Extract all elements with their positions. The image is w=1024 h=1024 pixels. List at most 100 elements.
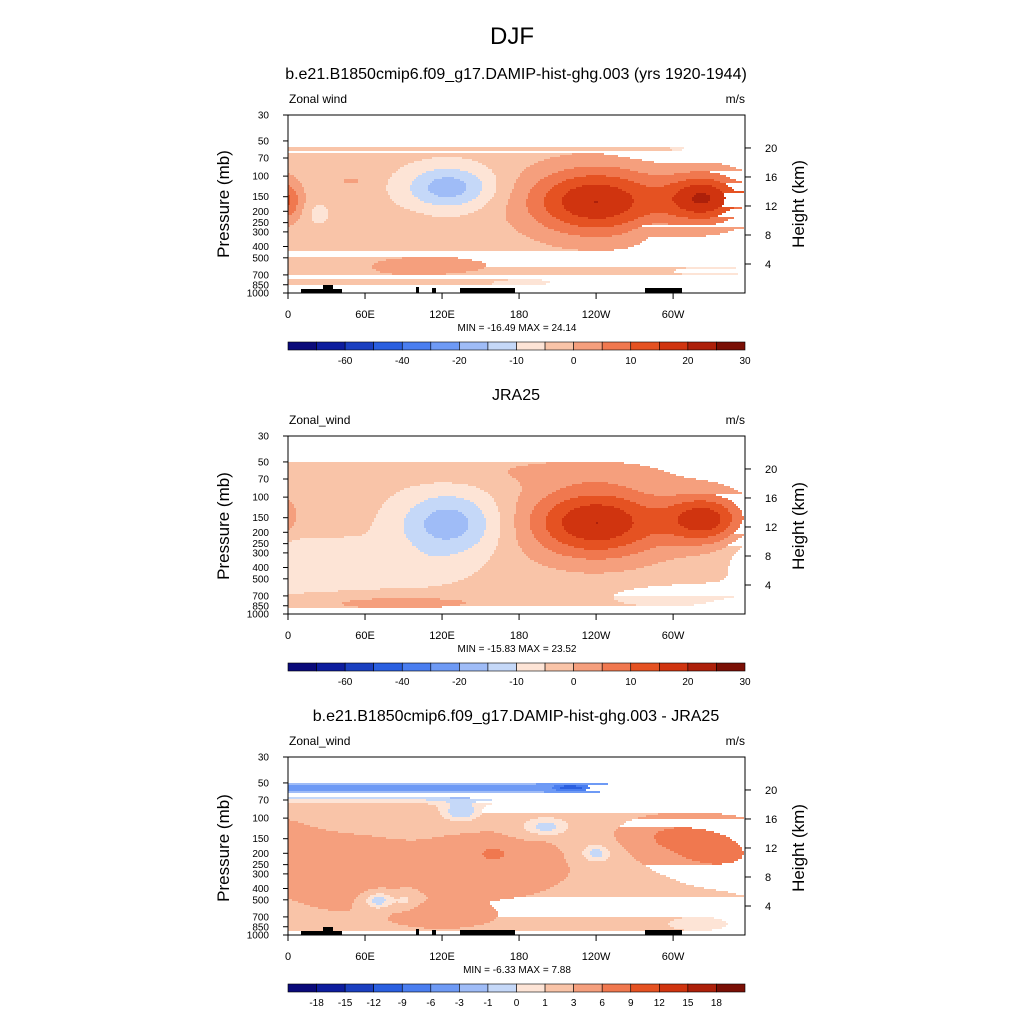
contour-cell: [490, 921, 670, 923]
contour-cell: [512, 189, 530, 191]
contour-cell: [338, 590, 624, 592]
contour-cell: [718, 524, 730, 526]
contour-cell: [312, 217, 328, 219]
contour-cell: [288, 472, 508, 474]
pressure-tick-label: 1000: [247, 289, 270, 300]
contour-cell: [632, 488, 734, 490]
contour-cell: [288, 542, 412, 544]
topography-bar: [301, 931, 342, 935]
contour-cell: [484, 267, 686, 269]
contour-cell: [492, 169, 524, 171]
colorbar-label: 30: [739, 677, 751, 688]
contour-cell: [436, 510, 458, 512]
contour-cell: [344, 181, 358, 183]
contour-cell: [570, 189, 622, 191]
colorbar-label: -9: [398, 998, 407, 1009]
contour-cell: [512, 476, 684, 478]
contour-cell: [556, 827, 568, 829]
contour-cell: [678, 181, 720, 183]
contour-cell: [508, 221, 538, 223]
contour-cell: [412, 542, 478, 544]
contour-cell: [514, 187, 532, 189]
contour-cell: [506, 205, 526, 207]
contour-cell: [408, 538, 442, 540]
colorbar-swatch: [544, 662, 574, 672]
contour-cell: [292, 899, 354, 901]
contour-cell: [288, 919, 388, 921]
contour-cell: [414, 179, 434, 181]
contour-cell: [406, 534, 432, 536]
contour-cell: [464, 181, 482, 183]
contour-cell: [460, 927, 674, 929]
contour-cell: [288, 261, 378, 263]
colorbar-swatch: [316, 662, 346, 672]
contour-cell: [720, 181, 742, 183]
contour-cell: [496, 181, 516, 183]
contour-cell: [288, 163, 408, 165]
contour-cell: [534, 185, 554, 187]
contour-cell: [450, 554, 492, 556]
colorbar-label: 1: [542, 998, 548, 1009]
contour-cell: [578, 225, 614, 227]
contour-cell: [732, 514, 742, 516]
pressure-tick-label: 200: [252, 528, 269, 539]
contour-cell: [326, 829, 526, 831]
contour-cell: [294, 223, 510, 225]
contour-cell: [424, 526, 468, 528]
contour-cell: [288, 554, 428, 556]
contour-cell: [288, 269, 376, 271]
colorbar-label: -60: [338, 356, 353, 367]
contour-cell: [478, 209, 506, 211]
contour-cell: [566, 829, 616, 831]
contour-cell: [300, 217, 312, 219]
contour-cell: [312, 211, 328, 213]
contour-cell: [428, 516, 466, 518]
contour-cell: [288, 877, 566, 879]
pressure-tick-label: 850: [252, 280, 269, 291]
contour-cell: [386, 187, 410, 189]
contour-cell: [388, 917, 496, 919]
contour-cell: [288, 598, 372, 600]
panel-2-var-label: Zonal_wind: [289, 413, 350, 427]
contour-cell: [632, 203, 676, 205]
contour-cell: [426, 530, 466, 532]
colorbar-label: -20: [452, 356, 467, 367]
contour-cell: [566, 209, 628, 211]
contour-cell: [468, 484, 520, 486]
contour-cell: [558, 833, 614, 835]
longitude-tick-label: 180: [510, 951, 528, 963]
contour-cell: [544, 199, 562, 201]
contour-cell: [294, 504, 382, 506]
contour-cell: [710, 197, 726, 199]
contour-cell: [482, 189, 496, 191]
contour-cell: [288, 538, 300, 540]
contour-cell: [572, 213, 620, 215]
contour-cell: [392, 903, 420, 905]
contour-cell: [424, 927, 460, 929]
contour-cell: [642, 863, 712, 865]
contour-cell: [482, 512, 500, 514]
contour-cell: [668, 506, 724, 508]
contour-cell: [394, 201, 424, 203]
contour-cell: [620, 177, 730, 179]
contour-cell: [298, 197, 306, 199]
contour-cell: [516, 181, 538, 183]
contour-cell: [428, 189, 466, 191]
contour-cell: [616, 839, 656, 841]
contour-cell: [550, 887, 704, 889]
contour-cell: [456, 195, 478, 197]
contour-cell: [548, 512, 568, 514]
contour-cell: [450, 805, 472, 807]
contour-cell: [306, 199, 392, 201]
contour-cell: [406, 516, 428, 518]
contour-cell: [376, 893, 384, 895]
contour-cell: [352, 903, 368, 905]
contour-cell: [624, 510, 686, 512]
contour-cell: [318, 907, 352, 909]
contour-cell: [296, 510, 378, 512]
contour-cell: [516, 502, 538, 504]
contour-cell: [620, 843, 658, 845]
pressure-tick-label: 850: [252, 601, 269, 612]
colorbar-label: -1: [483, 998, 492, 1009]
